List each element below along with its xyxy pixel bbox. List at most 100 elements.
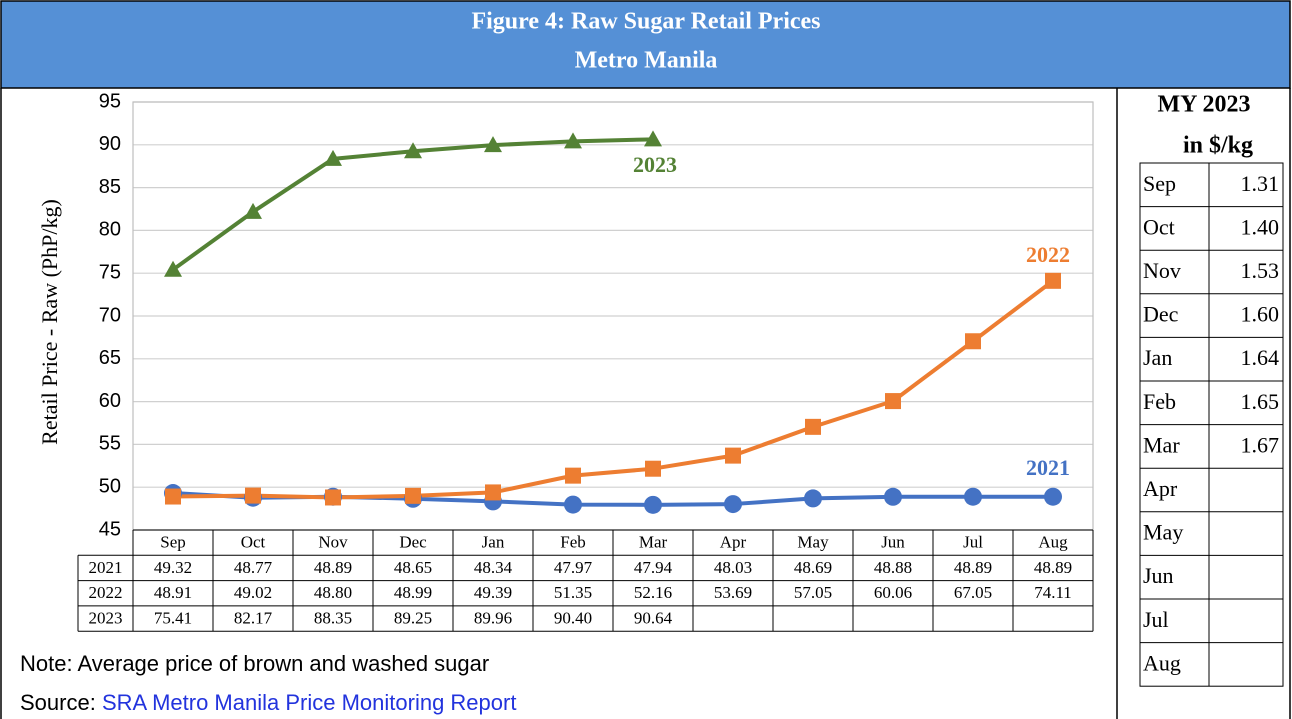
x-tick-label: Aug xyxy=(1038,533,1068,552)
table-cell: 48.91 xyxy=(154,583,192,602)
y-tick-label: 80 xyxy=(99,219,121,241)
marker xyxy=(645,460,661,477)
x-tick-label: Feb xyxy=(560,533,586,552)
marker xyxy=(725,447,741,464)
x-tick-label: Jul xyxy=(963,533,983,552)
side-month: Dec xyxy=(1143,302,1179,327)
side-value: 1.40 xyxy=(1241,214,1280,239)
marker xyxy=(804,489,822,508)
side-value: 1.67 xyxy=(1241,432,1280,457)
y-tick-label: 55 xyxy=(99,433,121,455)
y-tick-label: 65 xyxy=(99,347,121,369)
marker xyxy=(405,487,421,504)
x-tick-label: Dec xyxy=(399,533,427,552)
title-line: Figure 4: Raw Sugar Retail Prices xyxy=(471,9,820,35)
table-cell: 51.35 xyxy=(554,583,592,602)
table-cell: 89.96 xyxy=(474,608,512,627)
table-cell: 53.69 xyxy=(714,583,752,602)
marker xyxy=(565,467,581,484)
marker xyxy=(324,149,342,166)
marker xyxy=(564,495,582,514)
side-month: Jul xyxy=(1143,607,1169,632)
marker xyxy=(244,202,262,219)
y-tick-label: 50 xyxy=(99,475,121,497)
marker xyxy=(404,142,422,159)
table-cell: 48.69 xyxy=(794,558,832,577)
table-cell: 48.77 xyxy=(234,558,273,577)
marker xyxy=(564,132,582,149)
series-line xyxy=(172,279,1055,500)
x-tick-label: May xyxy=(797,533,829,552)
x-tick-label: Sep xyxy=(160,533,186,552)
series-annotation: 2021 xyxy=(1026,455,1070,480)
x-tick-label: Jun xyxy=(881,533,905,552)
marker xyxy=(164,260,182,277)
side-month: Oct xyxy=(1143,214,1175,239)
note: Note: Average price of brown and washed … xyxy=(20,651,489,676)
marker xyxy=(884,487,902,506)
table-row-label: 2021 xyxy=(89,558,123,577)
table-cell: 48.89 xyxy=(954,558,992,577)
side-title: in $/kg xyxy=(1183,133,1253,159)
marker xyxy=(484,136,502,153)
x-tick-label: Nov xyxy=(318,533,348,552)
table-cell: 48.88 xyxy=(874,558,912,577)
table-cell: 48.34 xyxy=(474,558,513,577)
table-cell: 82.17 xyxy=(234,608,273,627)
marker xyxy=(805,418,821,435)
table-row-label: 2022 xyxy=(89,583,123,602)
side-month: Feb xyxy=(1143,389,1176,414)
y-tick-label: 95 xyxy=(99,90,121,112)
source-link[interactable]: SRA Metro Manila Price Monitoring Report xyxy=(102,690,517,715)
table-cell: 47.97 xyxy=(554,558,593,577)
side-value: 1.60 xyxy=(1241,302,1280,327)
x-tick-label: Jan xyxy=(482,533,505,552)
y-axis-label: Retail Price - Raw (PhP/kg) xyxy=(37,199,62,445)
marker xyxy=(325,489,341,506)
table-cell: 90.40 xyxy=(554,608,592,627)
series-annotation: 2022 xyxy=(1026,242,1070,267)
series-annotation: 2023 xyxy=(633,152,677,177)
table-cell: 90.64 xyxy=(634,608,673,627)
table-cell: 88.35 xyxy=(314,608,352,627)
side-month: Apr xyxy=(1143,476,1178,501)
table-cell: 49.39 xyxy=(474,583,512,602)
x-tick-label: Mar xyxy=(639,533,668,552)
table-row-label: 2023 xyxy=(89,608,123,627)
side-month: Jan xyxy=(1143,345,1172,370)
x-tick-label: Apr xyxy=(720,533,747,552)
series-line xyxy=(172,491,1053,507)
marker xyxy=(965,333,981,350)
table-cell: 67.05 xyxy=(954,583,992,602)
marker xyxy=(165,488,181,505)
title-line: Metro Manila xyxy=(575,48,718,74)
y-tick-label: 60 xyxy=(99,390,121,412)
side-title: MY 2023 xyxy=(1157,92,1250,118)
y-tick-label: 90 xyxy=(99,133,121,155)
table-cell: 57.05 xyxy=(794,583,832,602)
side-value: 1.31 xyxy=(1241,171,1280,196)
table-cell: 75.41 xyxy=(154,608,192,627)
table-cell: 48.65 xyxy=(394,558,432,577)
side-month: Sep xyxy=(1143,171,1176,196)
side-value: 1.53 xyxy=(1241,258,1280,283)
marker xyxy=(644,130,662,147)
side-month: Mar xyxy=(1143,432,1180,457)
side-month: Aug xyxy=(1143,650,1181,675)
source: Source: SRA Metro Manila Price Monitorin… xyxy=(20,690,516,715)
table-cell: 48.89 xyxy=(1034,558,1072,577)
side-month: Nov xyxy=(1143,258,1181,283)
x-tick-label: Oct xyxy=(241,533,266,552)
side-month: Jun xyxy=(1143,563,1174,588)
table-cell: 48.89 xyxy=(314,558,352,577)
table-cell: 89.25 xyxy=(394,608,432,627)
table-cell: 48.99 xyxy=(394,583,432,602)
series-line xyxy=(171,137,654,272)
y-tick-label: 70 xyxy=(99,304,121,326)
marker xyxy=(964,487,982,506)
side-month: May xyxy=(1143,520,1183,545)
table-cell: 52.16 xyxy=(634,583,672,602)
y-tick-label: 45 xyxy=(99,518,121,540)
side-value: 1.64 xyxy=(1241,345,1280,370)
